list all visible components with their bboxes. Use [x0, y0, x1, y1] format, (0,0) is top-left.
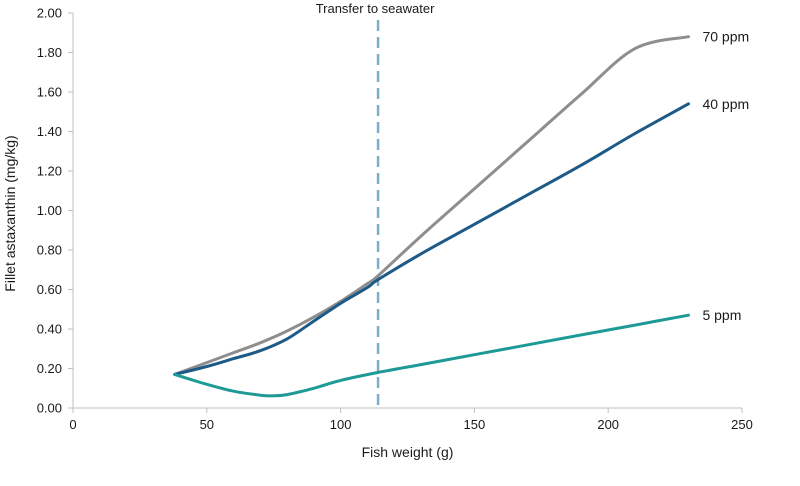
y-tick-label: 1.60: [37, 85, 62, 100]
y-tick-label: 0.40: [37, 322, 62, 337]
series-group: [173, 35, 690, 398]
series-label-40-ppm: 40 ppm: [702, 96, 749, 112]
series-label-70-ppm: 70 ppm: [702, 29, 749, 45]
x-tick-label: 150: [464, 417, 486, 432]
axes: [72, 13, 742, 409]
y-tick-label: 1.40: [37, 124, 62, 139]
x-tick-label: 50: [200, 417, 214, 432]
y-axis-ticks: 0.00 0.20 0.40 0.60 0.80 1.00 1.20 1.40 1.60 1.80…: [37, 6, 73, 416]
x-axis-title: Fish weight (g): [362, 444, 454, 460]
x-tick-label: 100: [330, 417, 352, 432]
x-tick-label: 0: [69, 417, 76, 432]
x-tick-label: 250: [731, 417, 753, 432]
x-axis-ticks: 0 50 100 150 200 250: [69, 408, 753, 432]
series-line-5-ppm: [173, 313, 690, 398]
transfer-annotation-label: Transfer to seawater: [316, 1, 435, 16]
series-label-group: 70 ppm 40 ppm 5 ppm: [702, 29, 749, 323]
y-tick-label: 0.20: [37, 361, 62, 376]
y-tick-label: 0.60: [37, 282, 62, 297]
series-line-70-ppm: [173, 35, 690, 376]
y-tick-label: 1.00: [37, 203, 62, 218]
y-tick-label: 2.00: [37, 6, 62, 21]
y-tick-label: 1.20: [37, 164, 62, 179]
y-tick-label: 0.80: [37, 243, 62, 258]
annotation-group: Transfer to seawater: [316, 1, 435, 408]
y-axis-title: Fillet astaxanthin (mg/kg): [2, 135, 18, 291]
y-tick-label: 0.00: [37, 401, 62, 416]
series-label-5-ppm: 5 ppm: [702, 307, 741, 323]
series-line-40-ppm: [173, 102, 690, 376]
y-tick-label: 1.80: [37, 45, 62, 60]
x-tick-label: 200: [597, 417, 619, 432]
